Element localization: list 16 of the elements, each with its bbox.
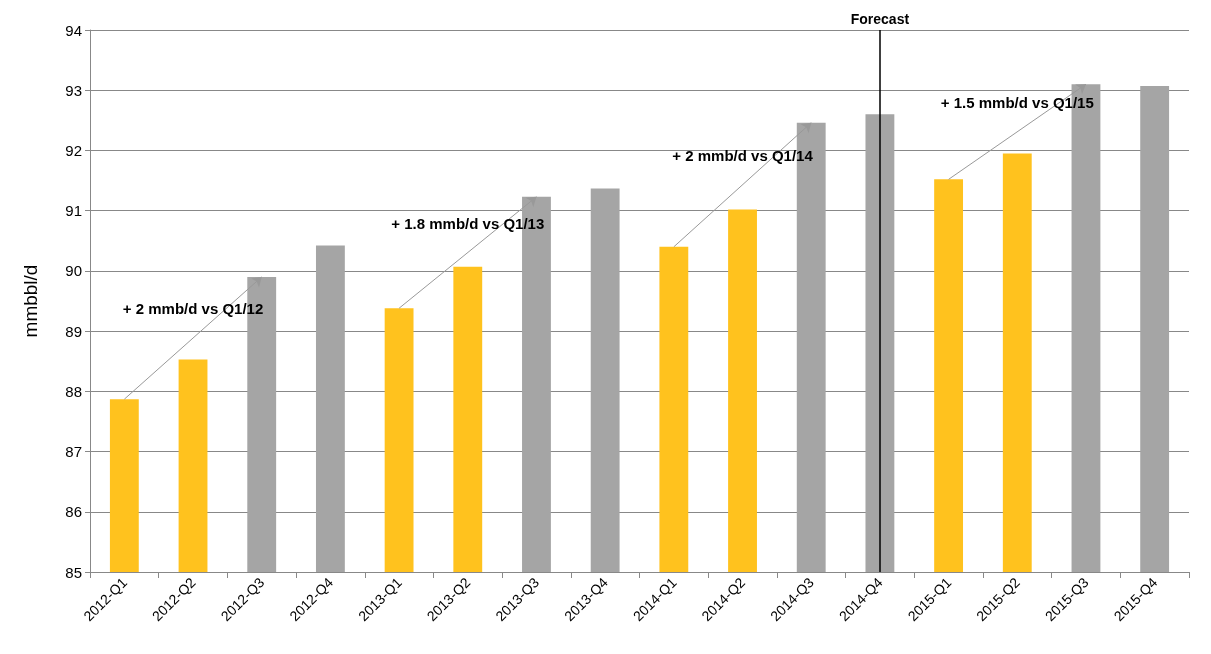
y-tick-label: 93 xyxy=(65,81,82,99)
y-tick-label: 92 xyxy=(65,141,82,159)
y-tick-label: 94 xyxy=(65,21,82,39)
ref-line-label: Forecast xyxy=(850,11,910,27)
y-tick-label: 90 xyxy=(65,262,82,280)
y-tick-label: 85 xyxy=(65,563,82,581)
y-tick-label: 91 xyxy=(65,202,82,220)
y-axis-title: mmbbl/d xyxy=(20,264,41,338)
y-tick-label: 87 xyxy=(65,443,82,461)
annotation: + 1.5 mmb/d vs Q1/15 xyxy=(940,93,1094,111)
y-tick-label: 88 xyxy=(65,382,82,400)
annotation: + 2 mmb/d vs Q1/12 xyxy=(122,300,264,318)
y-tick-label: 86 xyxy=(65,503,82,521)
annotation: + 1.8 mmb/d vs Q1/13 xyxy=(391,214,545,232)
annotation: + 2 mmb/d vs Q1/14 xyxy=(672,146,814,164)
y-tick-label: 89 xyxy=(65,322,82,340)
